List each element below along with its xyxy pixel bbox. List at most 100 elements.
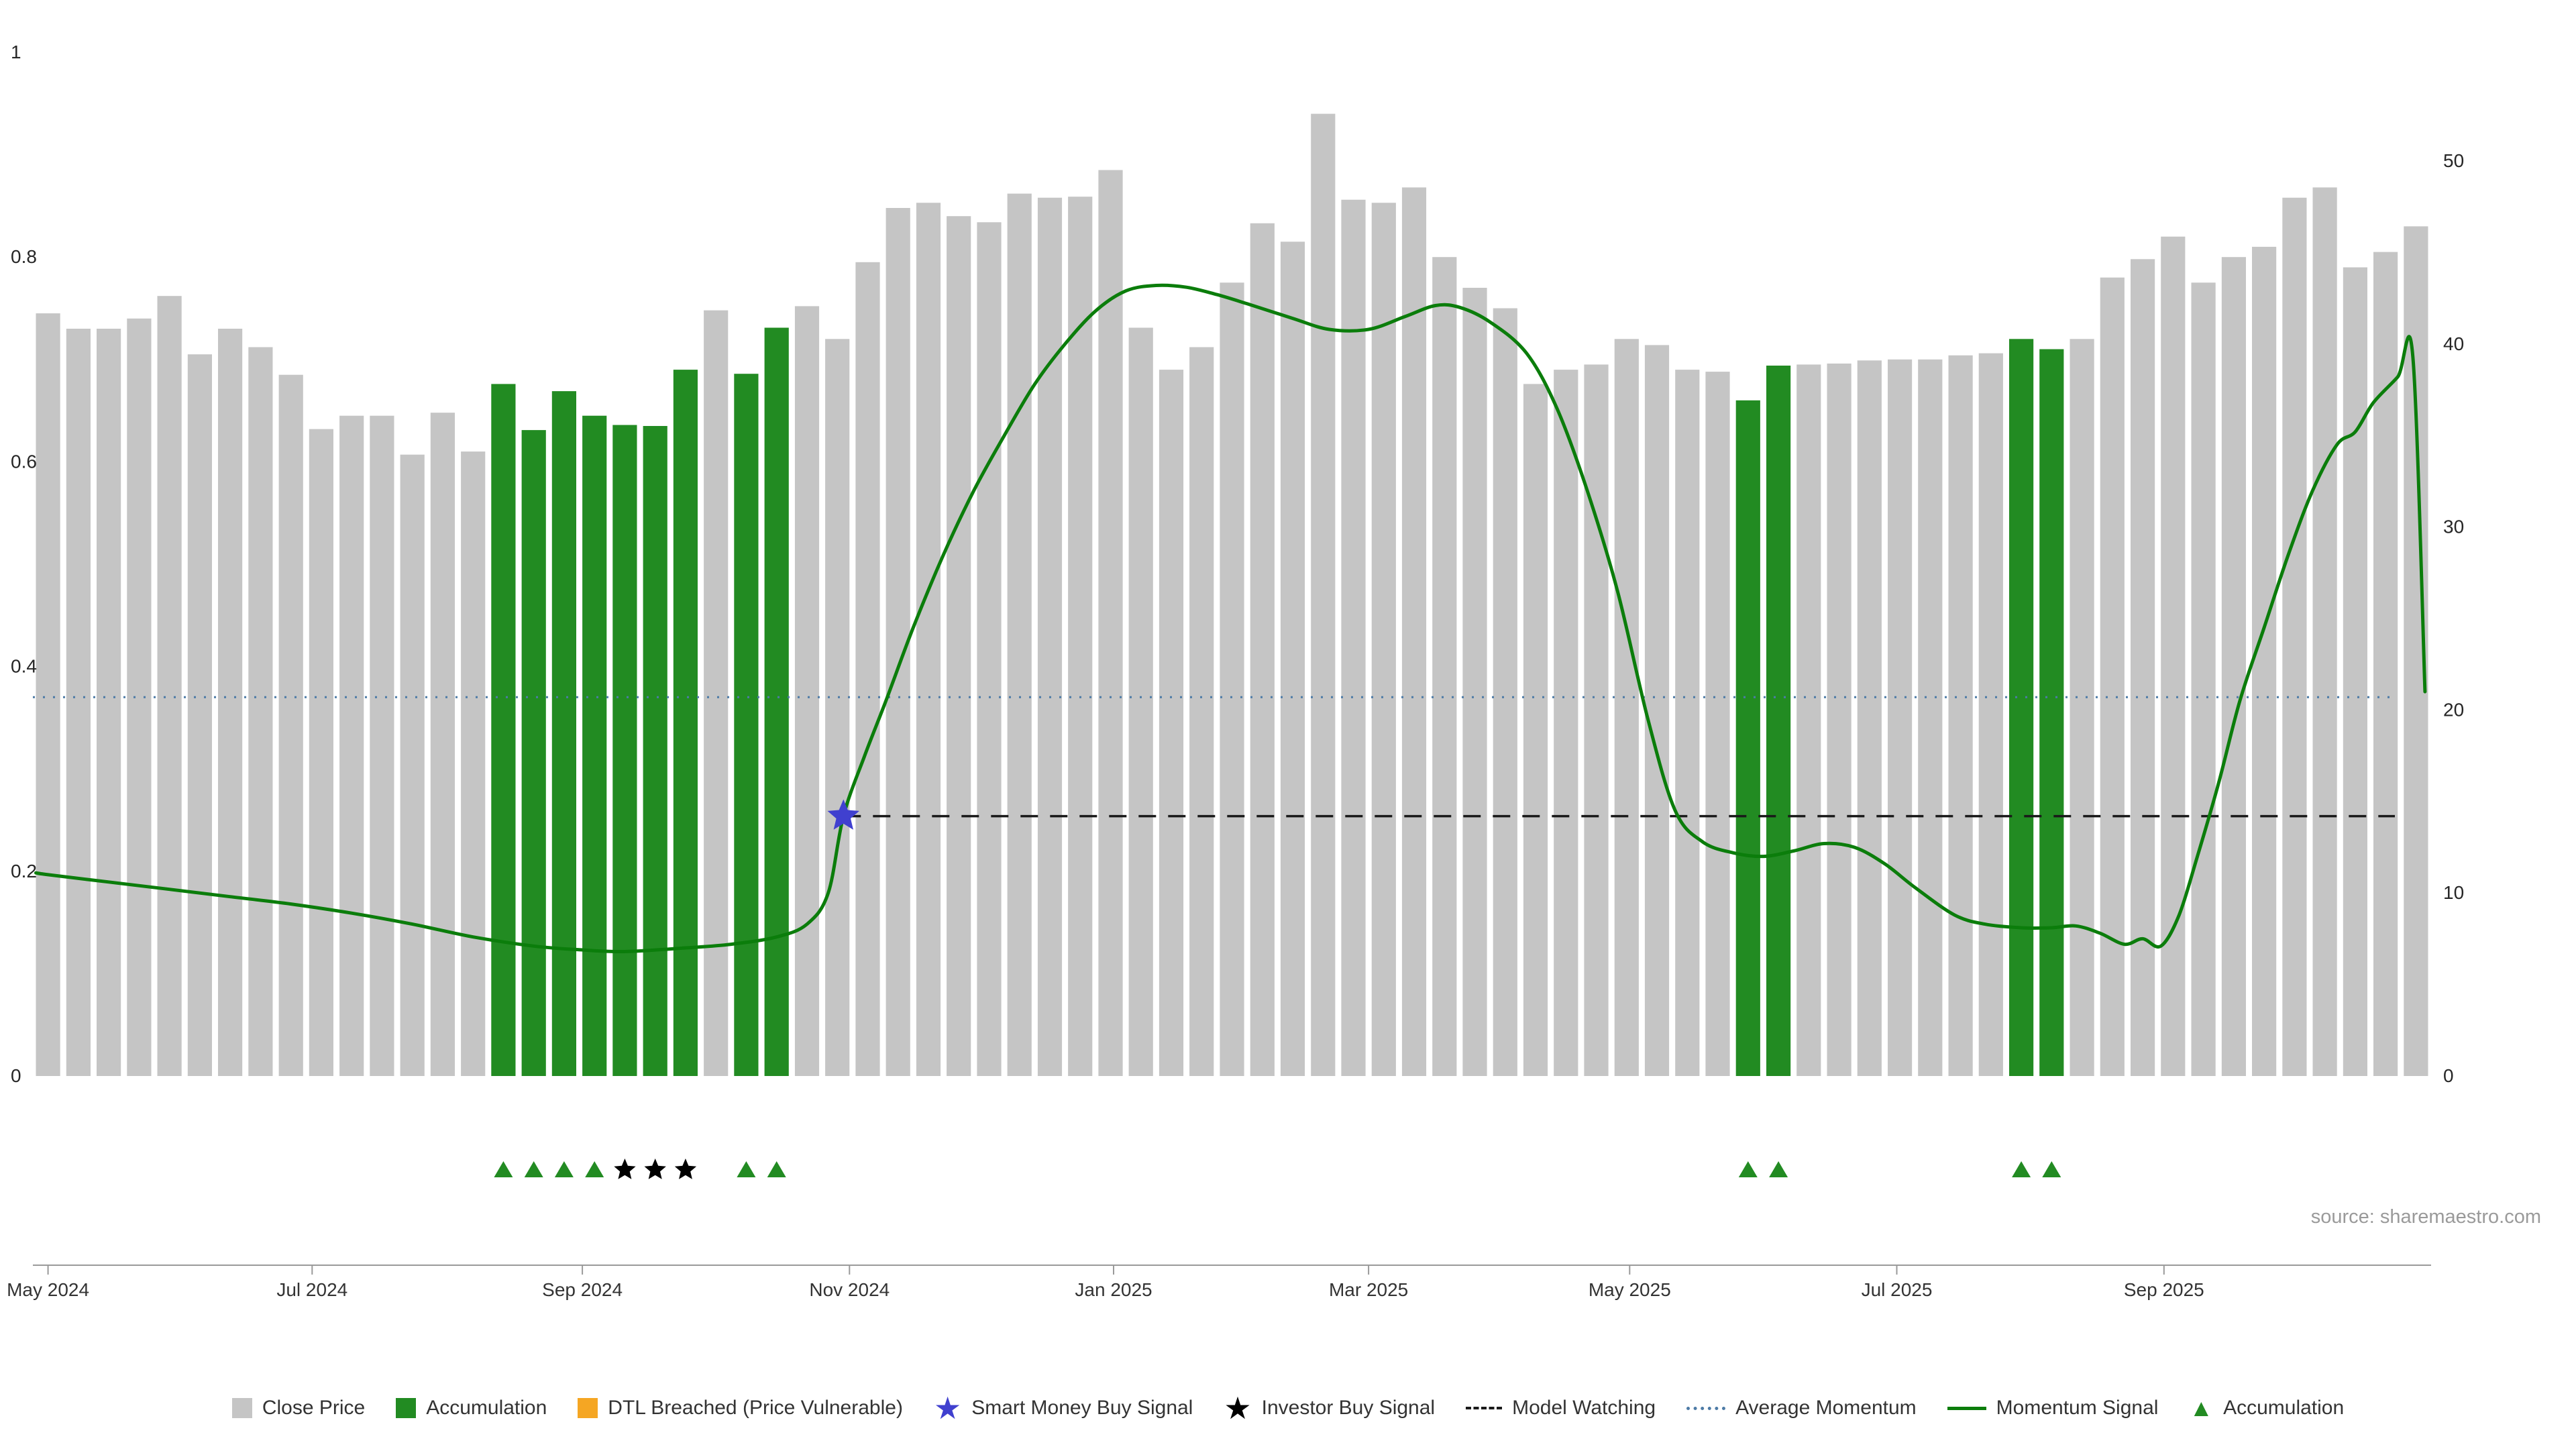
- x-axis-label: Jul 2024: [276, 1279, 347, 1300]
- close-price-bar: [1401, 187, 1427, 1076]
- legend-item-average-momentum[interactable]: Average Momentum: [1686, 1397, 1917, 1419]
- legend-swatch-icon: [1947, 1406, 1986, 1410]
- legend-label: Smart Money Buy Signal: [971, 1397, 1193, 1419]
- close-price-bar: [1796, 364, 1821, 1076]
- close-price-bar: [218, 329, 243, 1076]
- accumulation-bar: [734, 374, 759, 1077]
- legend-label: Accumulation: [426, 1397, 547, 1419]
- close-price-bar: [1675, 370, 1700, 1076]
- close-price-bar: [66, 329, 91, 1076]
- close-price-bar: [704, 310, 729, 1077]
- left-axis-label: 0: [11, 1065, 21, 1086]
- close-price-bar: [794, 306, 820, 1076]
- close-price-bar: [2312, 187, 2337, 1076]
- legend-swatch-icon: [231, 1398, 252, 1418]
- accumulation-marker-triangle-icon: [585, 1161, 604, 1177]
- close-price-bar: [1462, 288, 1487, 1076]
- left-axis-label: 0.6: [11, 451, 37, 472]
- investor-buy-signal-star-icon: [614, 1159, 636, 1179]
- legend-label: Accumulation: [2223, 1397, 2345, 1419]
- right-axis-label: 30: [2443, 517, 2464, 537]
- close-price-bar: [1159, 370, 1184, 1076]
- legend-swatch-icon: [1466, 1407, 1503, 1409]
- legend-item-smart-money-buy-signal[interactable]: ★ Smart Money Buy Signal: [933, 1391, 1193, 1426]
- accumulation-marker-triangle-icon: [494, 1161, 513, 1177]
- close-price-bar: [1644, 345, 1670, 1076]
- close-price-bar: [1827, 363, 1851, 1076]
- legend-item-accumulation[interactable]: Accumulation: [396, 1397, 547, 1419]
- close-price-bar: [1250, 223, 1275, 1076]
- right-axis-label: 10: [2443, 882, 2464, 903]
- legend-item-investor-buy-signal[interactable]: ★ Investor Buy Signal: [1224, 1393, 1436, 1424]
- x-axis-label: Mar 2025: [1329, 1279, 1408, 1300]
- close-price-bar: [1037, 197, 1063, 1077]
- close-price-bar: [461, 451, 486, 1076]
- accumulation-bar: [643, 426, 667, 1076]
- left-axis-label: 1: [11, 42, 21, 62]
- close-price-bar: [339, 415, 364, 1076]
- investor-buy-signal-star-icon: [674, 1159, 697, 1179]
- legend-item-close-price[interactable]: Close Price: [231, 1397, 365, 1419]
- close-price-bar: [1888, 359, 1913, 1076]
- close-price-bar: [1614, 339, 1639, 1076]
- close-price-bar: [855, 262, 880, 1076]
- right-axis-label: 0: [2443, 1065, 2454, 1086]
- close-price-bar: [977, 222, 1002, 1076]
- accumulation-bar: [764, 327, 789, 1076]
- close-price-bar: [1341, 199, 1366, 1077]
- star-icon: ★: [933, 1391, 962, 1426]
- legend-swatch-icon: [1686, 1406, 1726, 1410]
- close-price-bar: [1523, 384, 1548, 1076]
- x-axis-label: May 2024: [7, 1279, 89, 1300]
- legend-label: Momentum Signal: [1996, 1397, 2159, 1419]
- close-price-bar: [2131, 259, 2155, 1076]
- close-price-bar: [97, 329, 121, 1076]
- legend-item-momentum-signal[interactable]: Momentum Signal: [1947, 1397, 2159, 1419]
- accumulation-bar: [673, 370, 698, 1076]
- close-price-bar: [2221, 257, 2246, 1077]
- legend-label: Average Momentum: [1735, 1397, 1917, 1419]
- legend-swatch-icon: [578, 1398, 598, 1418]
- accumulation-marker-triangle-icon: [2012, 1161, 2031, 1177]
- legend-label: Investor Buy Signal: [1261, 1397, 1436, 1419]
- legend-label: Model Watching: [1512, 1397, 1656, 1419]
- accumulation-bar: [612, 425, 637, 1076]
- close-price-bar: [2191, 282, 2216, 1076]
- accumulation-bar: [521, 430, 546, 1076]
- accumulation-marker-triangle-icon: [1769, 1161, 1788, 1177]
- right-axis-label: 50: [2443, 150, 2464, 171]
- close-price-bar: [2343, 267, 2367, 1076]
- close-price-bar: [1948, 355, 1973, 1077]
- close-price-bar: [36, 313, 60, 1077]
- x-axis-label: Nov 2024: [809, 1279, 890, 1300]
- close-price-bar: [1007, 193, 1032, 1077]
- x-axis-label: Jan 2025: [1075, 1279, 1152, 1300]
- accumulation-bar: [582, 415, 607, 1076]
- close-price-bar: [1493, 308, 1517, 1076]
- legend-item-model-watching[interactable]: Model Watching: [1466, 1397, 1656, 1419]
- accumulation-marker-triangle-icon: [1738, 1161, 1758, 1177]
- legend-swatch-icon: [396, 1398, 417, 1418]
- close-price-bar: [248, 347, 273, 1076]
- accumulation-marker-triangle-icon: [767, 1161, 786, 1177]
- left-axis-label: 0.4: [11, 656, 37, 677]
- close-price-bar: [370, 415, 394, 1076]
- close-price-bar: [1280, 241, 1305, 1076]
- close-price-bar: [1189, 347, 1214, 1076]
- close-price-bar: [1857, 360, 1882, 1076]
- x-axis-label: May 2025: [1589, 1279, 1671, 1300]
- close-price-bar: [1918, 359, 1943, 1076]
- close-price-bar: [309, 429, 333, 1076]
- close-price-bar: [1220, 282, 1244, 1076]
- legend-item-accumulation[interactable]: ▲ Accumulation: [2189, 1394, 2345, 1421]
- close-price-bar: [1584, 364, 1609, 1076]
- triangle-icon: ▲: [2189, 1394, 2214, 1421]
- close-price-bar: [1311, 113, 1336, 1077]
- left-axis-label: 0.2: [11, 861, 37, 881]
- close-price-bar: [1978, 353, 2003, 1076]
- close-price-bar: [2161, 236, 2186, 1077]
- legend-item-dtl-breached-price-vulnerable[interactable]: DTL Breached (Price Vulnerable): [578, 1397, 903, 1419]
- accumulation-marker-triangle-icon: [524, 1161, 543, 1177]
- close-price-bar: [127, 318, 152, 1076]
